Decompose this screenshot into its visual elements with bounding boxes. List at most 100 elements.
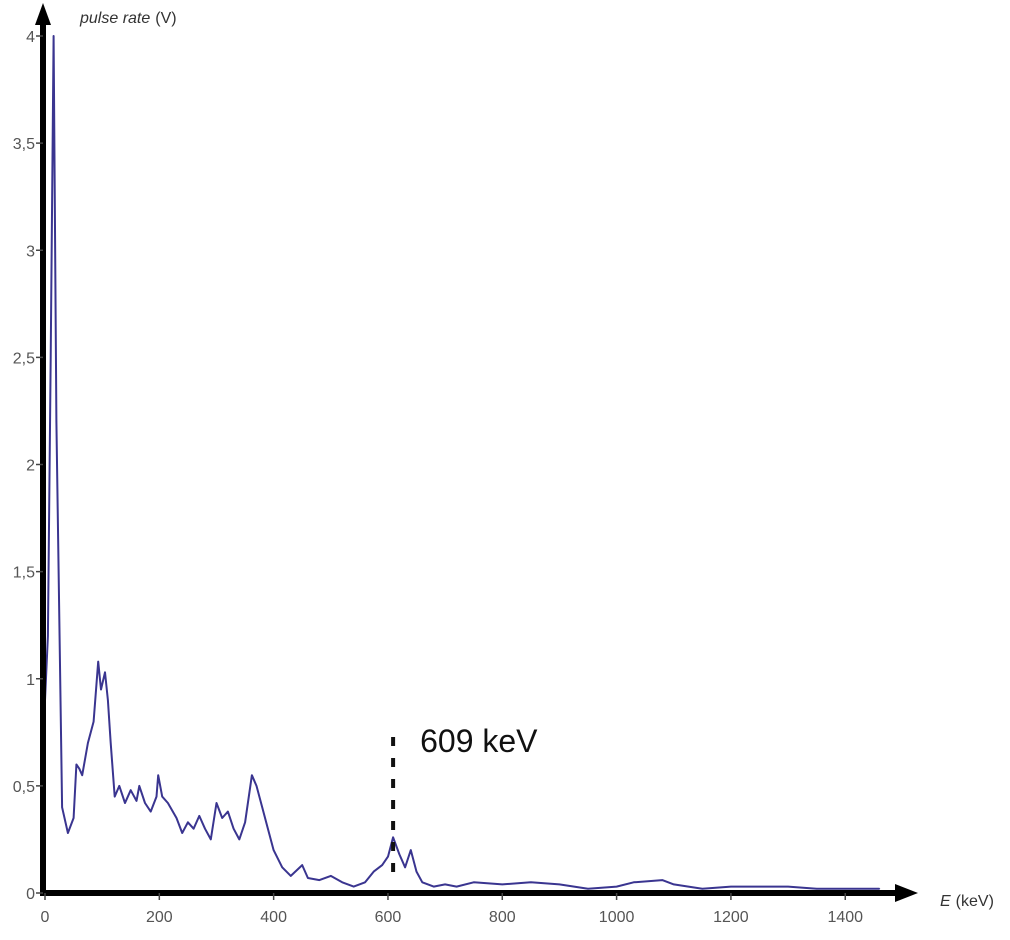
data-point [616,885,618,888]
peak-annotation-label: 609 keV [420,723,538,759]
data-point [415,870,418,873]
data-point [193,828,195,830]
plot-area [44,35,881,890]
data-point [330,875,332,877]
data-point [144,802,146,804]
data-point [261,806,263,808]
x-axis-label-unit: (keV) [956,893,994,910]
data-point [281,866,283,868]
data-point [473,881,475,883]
data-point [175,817,178,819]
data-point [50,356,52,358]
data-point [244,821,246,823]
data-point [92,721,95,723]
x-tick-label: 200 [146,909,173,926]
data-point [255,785,258,787]
y-axis-arrow-icon [35,3,51,25]
data-point [167,802,169,804]
x-axis-label-name: E [940,893,951,910]
data-point [392,836,394,838]
data-point [215,802,218,804]
data-point [730,885,732,888]
data-point [455,885,458,888]
y-axis-label-name: pulse rate [79,10,150,27]
y-tick-label: 0 [26,886,35,903]
data-point [301,864,303,866]
data-point [410,849,412,851]
data-point [47,635,49,637]
data-point [138,785,140,787]
x-tick-label: 600 [375,909,402,926]
data-point [273,849,275,851]
data-point [150,810,152,813]
data-point [421,881,423,883]
x-tick-label: 0 [41,909,50,926]
data-point [353,885,355,888]
data-point [878,888,881,890]
data-point [233,828,235,830]
data-point [124,802,126,804]
y-tick-label: 3 [26,243,35,260]
data-point [100,688,102,691]
data-point [107,699,109,701]
data-point [87,742,89,744]
y-tick-label: 2 [26,458,35,475]
data-point [61,806,63,808]
data-point [433,885,435,888]
data-point [661,879,663,881]
data-point [78,768,80,770]
data-point [114,795,116,798]
data-point [701,888,703,890]
data-point [221,817,223,819]
data-point [404,866,406,868]
data-point [118,785,120,787]
data-point [633,881,635,883]
data-point [75,763,78,766]
x-axis-arrow-icon [895,884,918,902]
data-point [72,817,75,819]
y-tick-label: 1 [26,672,35,689]
data-point [130,789,132,791]
data-point [155,795,158,798]
data-point [52,35,55,37]
y-tick-label: 4 [26,29,35,46]
data-point [135,800,138,802]
x-axis-label: E (keV) [940,893,994,910]
y-tick-label: 0,5 [13,779,35,796]
data-point [251,774,253,776]
data-point [181,832,183,834]
data-point [204,828,206,830]
data-point [104,671,106,673]
data-point [198,815,200,817]
data-point [161,795,163,798]
data-point [55,421,58,423]
data-point [558,883,561,886]
data-point [110,742,112,744]
data-point [844,888,846,890]
y-tick-label: 1,5 [13,565,35,582]
data-point [816,888,818,890]
data-point [81,774,83,776]
series-line [44,35,880,890]
data-point [307,877,309,879]
data-point [587,888,589,890]
data-point [187,821,189,823]
data-point [97,661,99,663]
data-point [210,838,212,841]
x-tick-label: 1400 [827,909,863,926]
x-tick-label: 400 [260,909,287,926]
data-point [787,885,789,888]
data-point [227,810,229,813]
data-point [530,881,532,883]
x-tick-label: 1200 [713,909,749,926]
data-point [373,870,375,873]
data-point [318,879,320,881]
y-axis-label-unit: (V) [155,10,176,27]
data-point [67,832,69,834]
x-tick-label: 800 [489,909,516,926]
x-tick-label: 1000 [599,909,635,926]
data-point [290,875,292,877]
data-point [364,881,366,883]
y-tick-label: 3,5 [13,136,35,153]
